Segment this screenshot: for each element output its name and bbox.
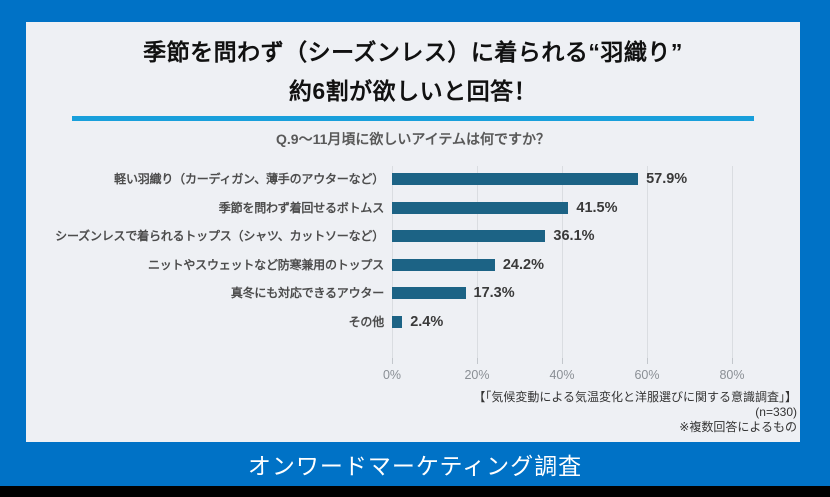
headline-line1: 季節を問わず（シーズンレス）に着られる“羽織り”: [143, 39, 683, 65]
gridline-60pct: [647, 166, 648, 358]
bar-chart: 0% 20% 40% 60% 80% 軽い羽織り（カーディガン、薄手のアウターな…: [26, 160, 800, 382]
category-label: シーズンレスで着られるトップス（シャツ、カットソーなど）: [55, 229, 384, 243]
category-label: 季節を問わず着回せるボトムス: [218, 201, 384, 215]
value-label: 17.3%: [473, 285, 515, 301]
bar-other: [392, 316, 403, 328]
source-notes: 【「気候変動による気温変化と洋服選びに関する意識調査」】 (n=330) ※複数…: [473, 390, 797, 435]
bar-row: ニットやスウェットなど防寒兼用のトップス 24.2%: [26, 257, 800, 273]
bar-light-haori: [392, 173, 639, 185]
value-label: 2.4%: [410, 314, 444, 330]
footer-band: オンワードマーケティング調査: [0, 442, 830, 486]
axis-tick: [562, 358, 563, 364]
bar-winter-outer: [392, 287, 466, 299]
value-label: 57.9%: [646, 171, 688, 187]
chart-question: Q.9〜11月頃に欲しいアイテムは何ですか？: [276, 131, 550, 147]
category-label: 軽い羽織り（カーディガン、薄手のアウターなど）: [114, 172, 384, 186]
x-tick-label: 80%: [719, 368, 745, 382]
bar-seasonless-tops: [392, 230, 546, 242]
bar-row: 季節を問わず着回せるボトムス 41.5%: [26, 200, 800, 216]
category-label: 真冬にも対応できるアウター: [230, 286, 384, 300]
category-label: ニットやスウェットなど防寒兼用のトップス: [147, 258, 384, 272]
footer-title: オンワードマーケティング調査: [247, 453, 583, 479]
headline: 季節を問わず（シーズンレス）に着られる“羽織り” 約6割が欲しいと回答！: [26, 33, 800, 111]
bottom-strip: [0, 486, 830, 497]
x-tick-label: 20%: [464, 368, 490, 382]
x-tick-label: 0%: [382, 368, 402, 382]
source-note-multiple-answers: ※複数回答によるもの: [679, 420, 797, 434]
chart-panel: 季節を問わず（シーズンレス）に着られる“羽織り” 約6割が欲しいと回答！ Q.9…: [26, 22, 800, 442]
source-note-survey: 【「気候変動による気温変化と洋服選びに関する意識調査」】: [473, 390, 797, 404]
bar-row: シーズンレスで着られるトップス（シャツ、カットソーなど） 36.1%: [26, 228, 800, 244]
axis-tick: [732, 358, 733, 364]
bar-row: 軽い羽織り（カーディガン、薄手のアウターなど） 57.9%: [26, 171, 800, 187]
headline-underline: [72, 116, 754, 121]
bar-row: その他 2.4%: [26, 314, 800, 330]
value-label: 36.1%: [553, 228, 595, 244]
bar-knit-sweat-tops: [392, 259, 495, 271]
gridline-40pct: [562, 166, 563, 358]
value-label: 24.2%: [502, 257, 544, 273]
axis-tick: [392, 358, 393, 364]
axis-tick: [647, 358, 648, 364]
value-label: 41.5%: [576, 200, 618, 216]
bar-seasonless-bottoms: [392, 202, 569, 214]
source-note-sample-size: (n=330): [755, 405, 797, 419]
category-label: その他: [348, 315, 385, 329]
x-tick-label: 40%: [549, 368, 575, 382]
bar-row: 真冬にも対応できるアウター 17.3%: [26, 285, 800, 301]
headline-line2: 約6割が欲しいと回答！: [288, 78, 538, 104]
gridline-80pct: [732, 166, 733, 358]
axis-tick: [477, 358, 478, 364]
x-tick-label: 60%: [634, 368, 660, 382]
